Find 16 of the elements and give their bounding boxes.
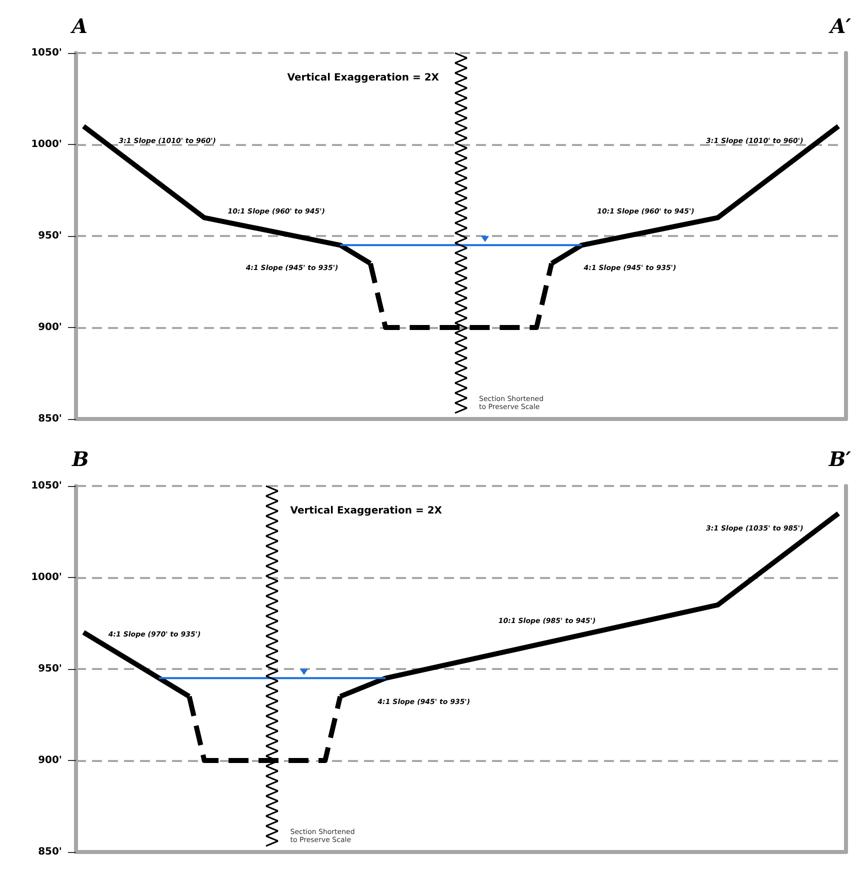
- annotation: Vertical Exaggeration = 2X: [290, 506, 442, 516]
- text: A′: [828, 14, 852, 38]
- text: B′: [828, 447, 852, 471]
- y-tick-label: 1050': [31, 48, 62, 58]
- y-tick-label: 900': [38, 322, 62, 333]
- y-tick-label: 950': [38, 230, 62, 242]
- annotation: Vertical Exaggeration = 2X: [287, 72, 440, 84]
- y-tick-label: 1050': [31, 480, 62, 492]
- y-tick-label: 850': [38, 846, 62, 858]
- chart-title: B: [71, 447, 89, 471]
- y-tick-label: 950': [38, 664, 62, 674]
- y-tick-label: 900': [38, 755, 62, 766]
- chart-title: A: [70, 14, 88, 38]
- y-tick-label: 1000': [31, 572, 62, 583]
- y-tick-label: 850': [38, 414, 62, 424]
- y-tick-label: 1000': [31, 139, 62, 150]
